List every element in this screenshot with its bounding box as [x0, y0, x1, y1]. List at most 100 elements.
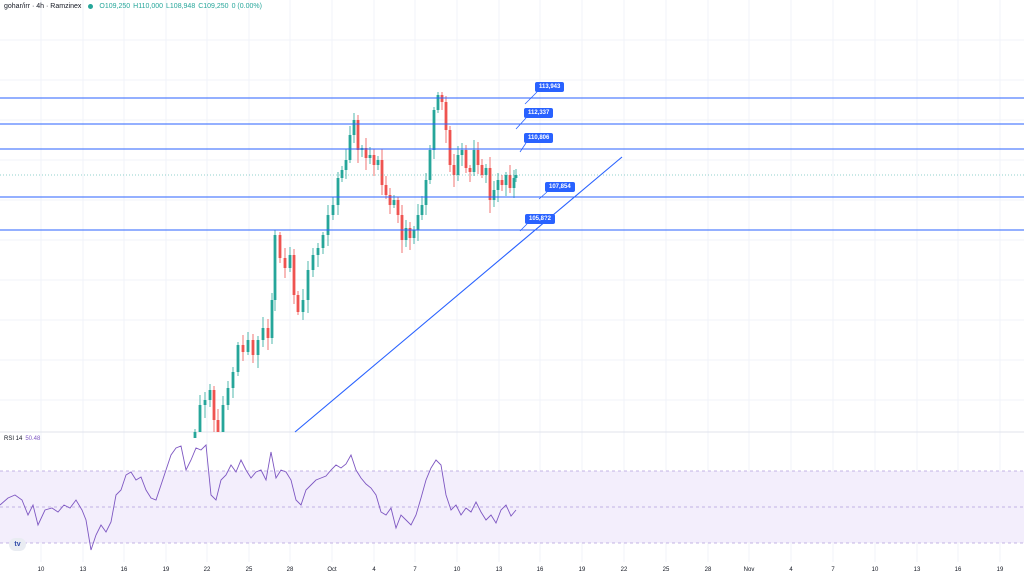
candle-body — [452, 165, 456, 175]
ohlc-change: 0 (0.00%) — [231, 3, 262, 10]
time-axis-label: 28 — [705, 567, 712, 573]
candle-body — [203, 400, 207, 405]
time-axis-label: 19 — [997, 567, 1004, 573]
candle-body — [208, 390, 212, 400]
candle-body — [326, 215, 330, 235]
time-axis-label: Oct — [327, 567, 337, 573]
candle-body — [392, 200, 396, 205]
time-axis-label: 19 — [579, 567, 586, 573]
candle-body — [336, 178, 340, 205]
candle-body — [514, 175, 518, 178]
level-label-3[interactable]: 110,806 — [524, 133, 554, 143]
candle-body — [404, 228, 408, 240]
level-leader-1 — [524, 91, 538, 105]
candle-body — [270, 300, 274, 338]
horizontal-levels[interactable] — [0, 91, 1024, 232]
level-label-4[interactable]: 107,854 — [545, 182, 575, 192]
symbol-header[interactable]: gohar/irr · 4h · Ramzinex O109,250 H110,… — [4, 3, 265, 10]
candle-body — [236, 345, 240, 372]
candle-body — [460, 150, 464, 155]
candle-body — [444, 102, 448, 130]
time-axis-label: 28 — [287, 567, 294, 573]
candle-body — [266, 328, 270, 338]
ohlc-high: H110,000 — [133, 3, 164, 10]
candle-body — [311, 255, 315, 270]
candle-body — [241, 345, 245, 352]
candle-body — [226, 388, 230, 405]
candle-body — [288, 255, 292, 268]
candle-body — [368, 155, 372, 158]
candle-body — [301, 300, 305, 312]
candle-body — [296, 295, 300, 312]
candle-body — [340, 170, 344, 178]
candle-body — [424, 180, 428, 205]
rsi-line — [0, 444, 517, 551]
time-axis-label: 13 — [80, 567, 87, 573]
time-axis[interactable]: 10 13 16 19 22 25 28 Oct 4 7 10 13 16 19 22 25 28 Nov 4 7 10… — [38, 567, 1004, 573]
time-axis-label: 7 — [413, 567, 417, 573]
candle-body — [496, 180, 500, 190]
candle-body — [500, 180, 504, 185]
rsi-legend[interactable]: RSI 14 50.48 — [4, 436, 40, 442]
level-label-5[interactable]: 105,8?2 — [525, 214, 556, 224]
candle-body — [316, 248, 320, 255]
market-status-dot-icon — [88, 4, 94, 9]
candle-body — [504, 175, 508, 185]
time-axis-label: Nov — [744, 567, 755, 573]
candle-body — [261, 328, 265, 340]
candle-body — [256, 340, 260, 355]
candle-body — [484, 168, 488, 175]
candle-body — [480, 165, 484, 175]
candle-body — [508, 175, 512, 188]
candle-body — [193, 432, 197, 438]
candle-body — [412, 230, 416, 238]
symbol-title[interactable]: gohar/irr · 4h · Ramzinex — [4, 3, 82, 10]
candle-body — [216, 420, 220, 432]
candle-body — [376, 160, 380, 165]
candle-body — [448, 130, 452, 165]
candle-body — [372, 155, 376, 165]
candle-body — [472, 150, 476, 172]
level-label-2[interactable]: 112,337 — [524, 108, 554, 118]
candle-body — [488, 168, 492, 200]
rsi-title: RSI 14 — [4, 436, 23, 442]
candle-body — [464, 150, 468, 168]
ohlc-low: L108,948 — [166, 3, 196, 10]
candle-body — [292, 255, 296, 295]
grid-lines — [0, 0, 1024, 562]
candle-body — [306, 270, 310, 300]
candle-body — [420, 205, 424, 215]
time-axis-label: 22 — [621, 567, 628, 573]
candle-body — [283, 258, 287, 268]
level-leader-5 — [519, 223, 528, 232]
level-leader-2 — [515, 117, 527, 130]
candle-body — [432, 110, 436, 150]
time-axis-label: 25 — [663, 567, 670, 573]
candle-body — [384, 185, 388, 195]
candle-body — [400, 215, 404, 240]
trendline[interactable] — [294, 156, 623, 433]
candle-body — [436, 95, 440, 110]
candle-body — [198, 405, 202, 432]
candle-body — [348, 135, 352, 160]
time-axis-label: 4 — [789, 567, 793, 573]
level-label-1[interactable]: 113,943 — [535, 82, 565, 92]
time-axis-label: 19 — [163, 567, 170, 573]
candle-body — [408, 228, 412, 238]
candle-body — [416, 215, 420, 230]
tradingview-logo-icon[interactable]: tv — [9, 538, 26, 551]
time-axis-label: 16 — [955, 567, 962, 573]
candlestick-series[interactable] — [193, 92, 518, 438]
candle-body — [212, 390, 216, 420]
time-axis-label: 4 — [372, 567, 376, 573]
candle-body — [364, 148, 368, 158]
time-axis-label: 25 — [246, 567, 253, 573]
ohlc-close: C109,250 — [198, 3, 229, 10]
rsi-value: 50.48 — [25, 436, 41, 442]
candle-body — [344, 160, 348, 170]
candle-body — [321, 235, 325, 248]
candle-body — [273, 235, 277, 300]
time-axis-label: 13 — [914, 567, 921, 573]
candle-body — [278, 235, 282, 258]
